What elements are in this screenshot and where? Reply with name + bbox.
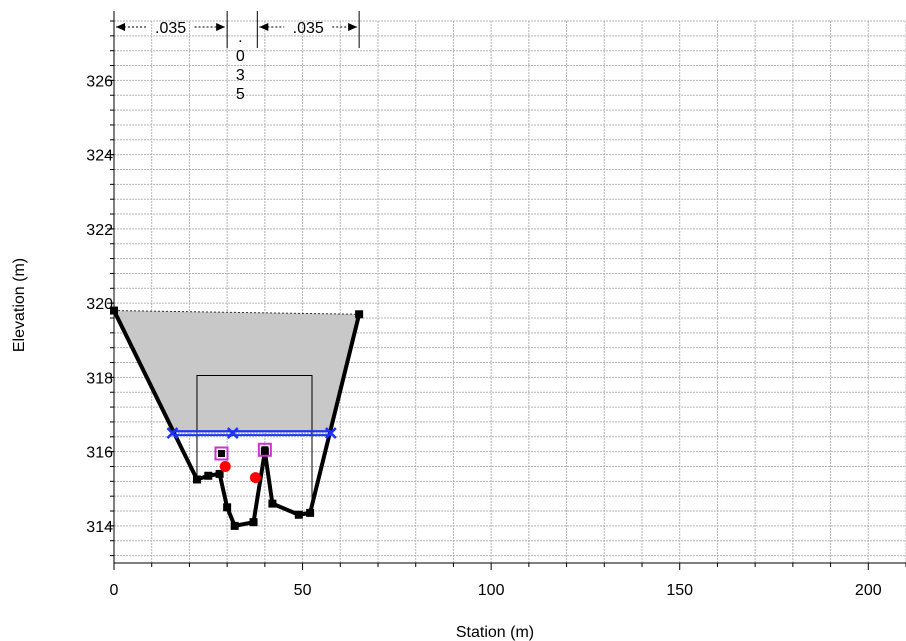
y-axis-title: Elevation (m) [11, 258, 28, 352]
bridge-opening-line [196, 375, 313, 513]
y-tick-label: 322 [86, 222, 113, 239]
bank-station-marker [214, 446, 229, 461]
water-surface-marker [324, 427, 337, 439]
ground-point [204, 471, 213, 480]
bridge-opening-layer [196, 375, 313, 513]
x-tick-label: 150 [666, 582, 693, 599]
ground-point [223, 503, 232, 512]
n-value-label: .035 [155, 20, 186, 37]
ground-point [192, 475, 201, 484]
water-surface-marker [166, 427, 179, 439]
n-value-vertical-label: 0 [236, 48, 245, 65]
ground-point [306, 508, 315, 517]
water-surface-layer [166, 427, 337, 439]
bank-station-point [217, 449, 225, 457]
ground-point [249, 518, 258, 527]
x-tick-label: 200 [855, 582, 882, 599]
ground-point [268, 499, 277, 508]
y-tick-label: 324 [86, 148, 113, 165]
n-value-vertical-label: 5 [236, 86, 245, 103]
ground-point [355, 310, 364, 319]
n-value-arrow [116, 23, 125, 31]
x-tick-label: 100 [478, 582, 505, 599]
ineffective-flow-point [249, 472, 261, 484]
ineffective-flow-point [219, 460, 231, 472]
flow-area-fill [114, 310, 360, 434]
grid [113, 20, 906, 563]
y-tick-label: 320 [86, 296, 113, 313]
n-value-arrow [216, 23, 226, 31]
y-tick-label: 318 [86, 370, 113, 387]
n-value-arrow [259, 23, 269, 31]
n-value-arrow [348, 23, 358, 31]
ground-point [215, 469, 224, 478]
x-tick-label: 50 [294, 582, 312, 599]
mannings-n-annotations: .035.035.035 [113, 11, 360, 103]
marker-layer [214, 442, 272, 484]
y-tick-label: 314 [86, 519, 113, 536]
water-surface-marker [226, 427, 239, 439]
x-tick-label: 0 [110, 582, 119, 599]
ground-point [294, 510, 303, 519]
x-axis-title: Station (m) [456, 624, 534, 641]
y-tick-label: 316 [86, 445, 113, 462]
n-value-vertical-label: . [238, 29, 242, 46]
flow-area-top-line [113, 310, 360, 315]
n-value-label: .035 [293, 20, 324, 37]
bank-station-point [261, 446, 269, 454]
y-tick-label: 326 [86, 73, 113, 90]
bank-station-marker [257, 442, 272, 457]
ground-point [230, 521, 239, 530]
flow-area-layer [113, 310, 360, 434]
n-value-vertical-label: 3 [236, 67, 245, 84]
